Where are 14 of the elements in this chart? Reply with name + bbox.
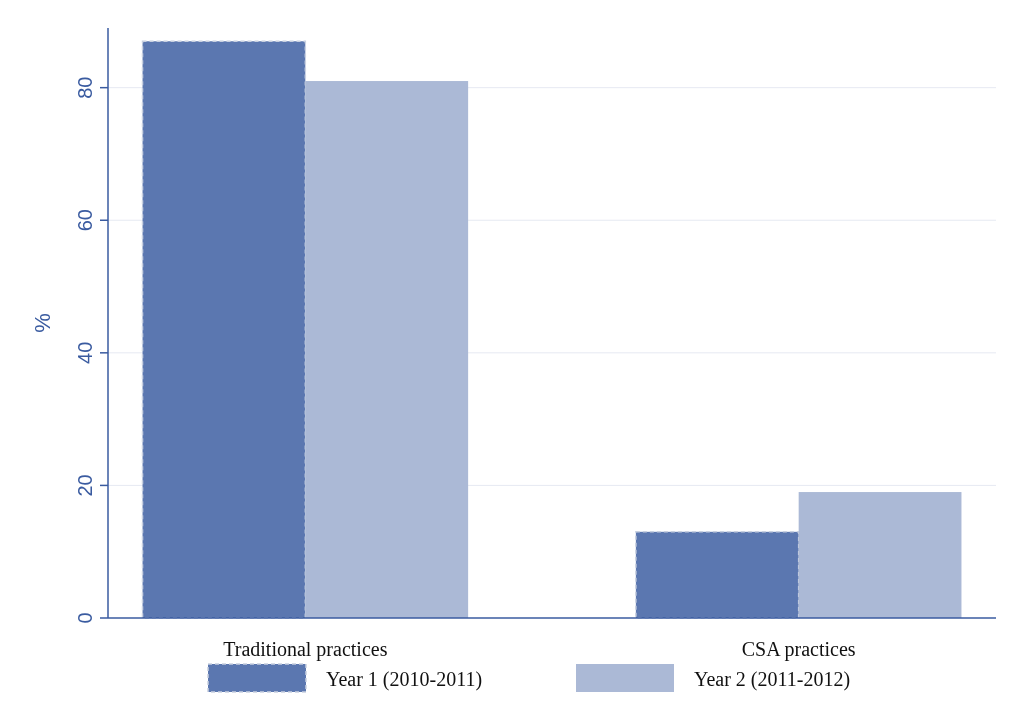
x-tick-label: Traditional practices [223,638,388,661]
y-tick-label: 60 [74,209,96,232]
legend-label: Year 2 (2011-2012) [694,668,851,691]
y-axis-title: % [30,313,55,333]
y-tick-label: 40 [74,341,96,364]
y-tick-label: 0 [74,612,96,624]
x-tick-label: CSA practices [741,638,856,661]
bar [635,531,800,619]
y-tick-label: 20 [74,474,96,497]
bar [305,81,469,618]
legend-label: Year 1 (2010-2011) [326,668,483,691]
bar [141,40,307,619]
bar [798,492,962,618]
y-tick-label: 80 [74,76,96,99]
